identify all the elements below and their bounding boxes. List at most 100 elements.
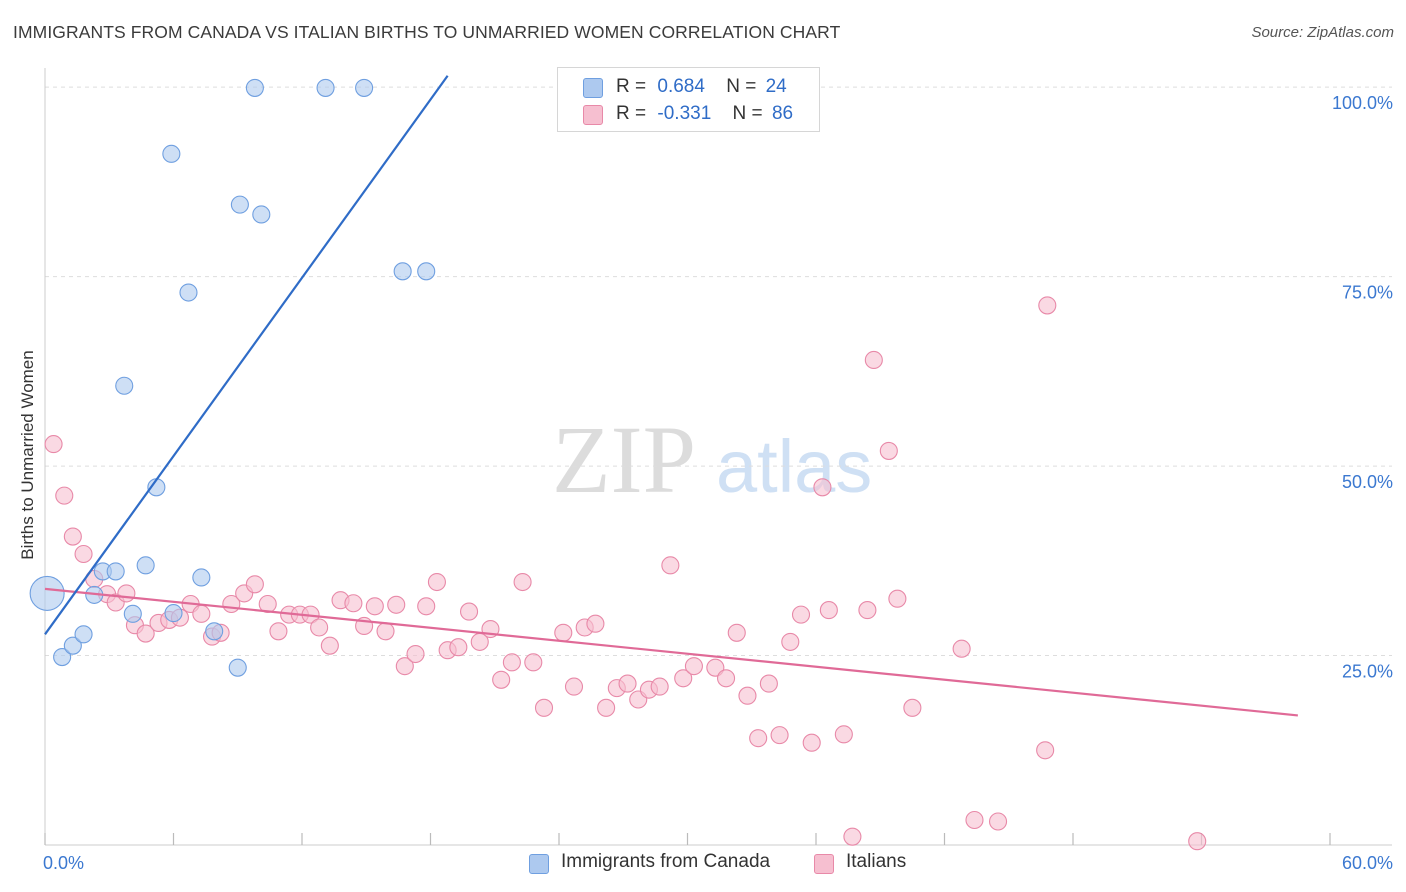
- canada-point: [63, 636, 82, 655]
- legend-r-label: R =: [616, 103, 647, 124]
- italians-point: [843, 827, 862, 846]
- canada-point: [162, 144, 181, 163]
- italians-point: [952, 639, 971, 658]
- source-label: Source: ZipAtlas.com: [1251, 24, 1394, 41]
- canada-point: [230, 195, 249, 214]
- italians-point: [727, 623, 746, 642]
- italians-point: [376, 622, 395, 641]
- y-tick-labels: 100.0% 75.0% 50.0% 25.0%: [1332, 93, 1393, 681]
- italians-point: [597, 698, 616, 717]
- italians-trendline: [44, 587, 1298, 717]
- series-swatch-italians: [814, 854, 834, 874]
- legend-n-label: N =: [732, 103, 763, 124]
- italians-point: [618, 674, 637, 693]
- italians-point: [802, 733, 821, 752]
- italians-point: [738, 686, 757, 705]
- italians-point: [858, 601, 877, 620]
- canada-point: [192, 568, 211, 587]
- italians-point: [245, 575, 264, 594]
- canada-points: [29, 78, 436, 677]
- canada-point: [205, 622, 224, 641]
- legend-n-value-canada: 24: [765, 76, 787, 97]
- italians-point: [44, 435, 63, 454]
- italians-point: [365, 597, 384, 616]
- italians-point: [417, 597, 436, 616]
- italians-point: [310, 618, 329, 637]
- canada-point: [164, 604, 183, 623]
- italians-point: [387, 595, 406, 614]
- italians-point: [1188, 832, 1207, 851]
- italians-point: [63, 527, 82, 546]
- italians-point: [684, 657, 703, 676]
- italians-point: [564, 677, 584, 696]
- y-tick-label: 100.0%: [1332, 93, 1393, 113]
- italians-point: [661, 556, 680, 575]
- canada-point: [393, 262, 412, 281]
- trendlines: [44, 75, 1298, 717]
- italians-point: [427, 572, 446, 592]
- italians-point: [192, 604, 211, 623]
- italians-point: [706, 658, 725, 677]
- canada-point: [316, 78, 335, 97]
- italians-point: [888, 589, 907, 608]
- x-tick-label: 60.0%: [1342, 853, 1393, 873]
- x-tick-labels: 0.0% 60.0%: [43, 853, 1393, 873]
- italians-point: [819, 601, 838, 620]
- italians-point: [513, 572, 532, 592]
- legend-r-label: R =: [616, 76, 647, 97]
- legend-swatch-canada: [583, 78, 603, 98]
- italians-point: [650, 677, 669, 696]
- italians-point: [864, 350, 883, 370]
- italians-point: [965, 810, 984, 830]
- y-gridlines: [45, 86, 1392, 657]
- italians-point: [879, 441, 898, 460]
- italians-point: [813, 478, 832, 497]
- italians-points: [44, 296, 1207, 851]
- italians-point: [269, 622, 288, 641]
- italians-point: [749, 729, 768, 748]
- italians-point: [903, 698, 922, 717]
- legend-n-label: N =: [726, 76, 757, 97]
- legend-r-value-canada: 0.684: [657, 76, 705, 97]
- canada-point: [123, 604, 142, 623]
- italians-point: [988, 812, 1008, 831]
- y-tick-label: 50.0%: [1342, 472, 1393, 492]
- chart-title: IMMIGRANTS FROM CANADA VS ITALIAN BIRTHS…: [13, 22, 841, 42]
- italians-point: [320, 636, 339, 655]
- series-swatch-canada: [529, 854, 549, 874]
- italians-point: [554, 623, 573, 642]
- italians-point: [55, 486, 74, 505]
- legend-n-value-italians: 86: [771, 103, 794, 124]
- italians-point: [781, 632, 800, 651]
- series-legend: Immigrants from Canada Italians: [0, 851, 1406, 879]
- italians-point: [459, 602, 479, 621]
- italians-point: [834, 725, 853, 744]
- italians-point: [759, 674, 778, 693]
- italians-point: [716, 669, 736, 688]
- italians-point: [449, 638, 468, 657]
- legend-swatch-italians: [583, 105, 603, 125]
- canada-point: [74, 625, 93, 644]
- canada-point: [115, 376, 134, 395]
- canada-point: [252, 205, 271, 224]
- italians-point: [524, 653, 543, 672]
- y-axis-label: Births to Unmarried Women: [18, 350, 37, 559]
- italians-point: [395, 657, 414, 676]
- italians-point: [1036, 741, 1055, 760]
- italians-point: [791, 605, 811, 624]
- italians-point: [117, 584, 136, 603]
- canada-point: [106, 562, 125, 581]
- watermark: ZIP atlas: [552, 406, 872, 513]
- canada-point: [179, 283, 198, 302]
- italians-point: [586, 614, 605, 633]
- canada-point: [417, 262, 436, 281]
- italians-point: [674, 669, 693, 688]
- italians-point: [492, 670, 511, 689]
- y-tick-label: 25.0%: [1342, 662, 1393, 682]
- canada-point: [355, 78, 374, 97]
- canada-trendline: [44, 75, 449, 635]
- legend-r-value-italians: -0.331: [657, 103, 712, 124]
- y-tick-label: 75.0%: [1342, 283, 1393, 303]
- correlation-legend: R = 0.684 N = 24 R = -0.331 N = 86: [557, 67, 820, 132]
